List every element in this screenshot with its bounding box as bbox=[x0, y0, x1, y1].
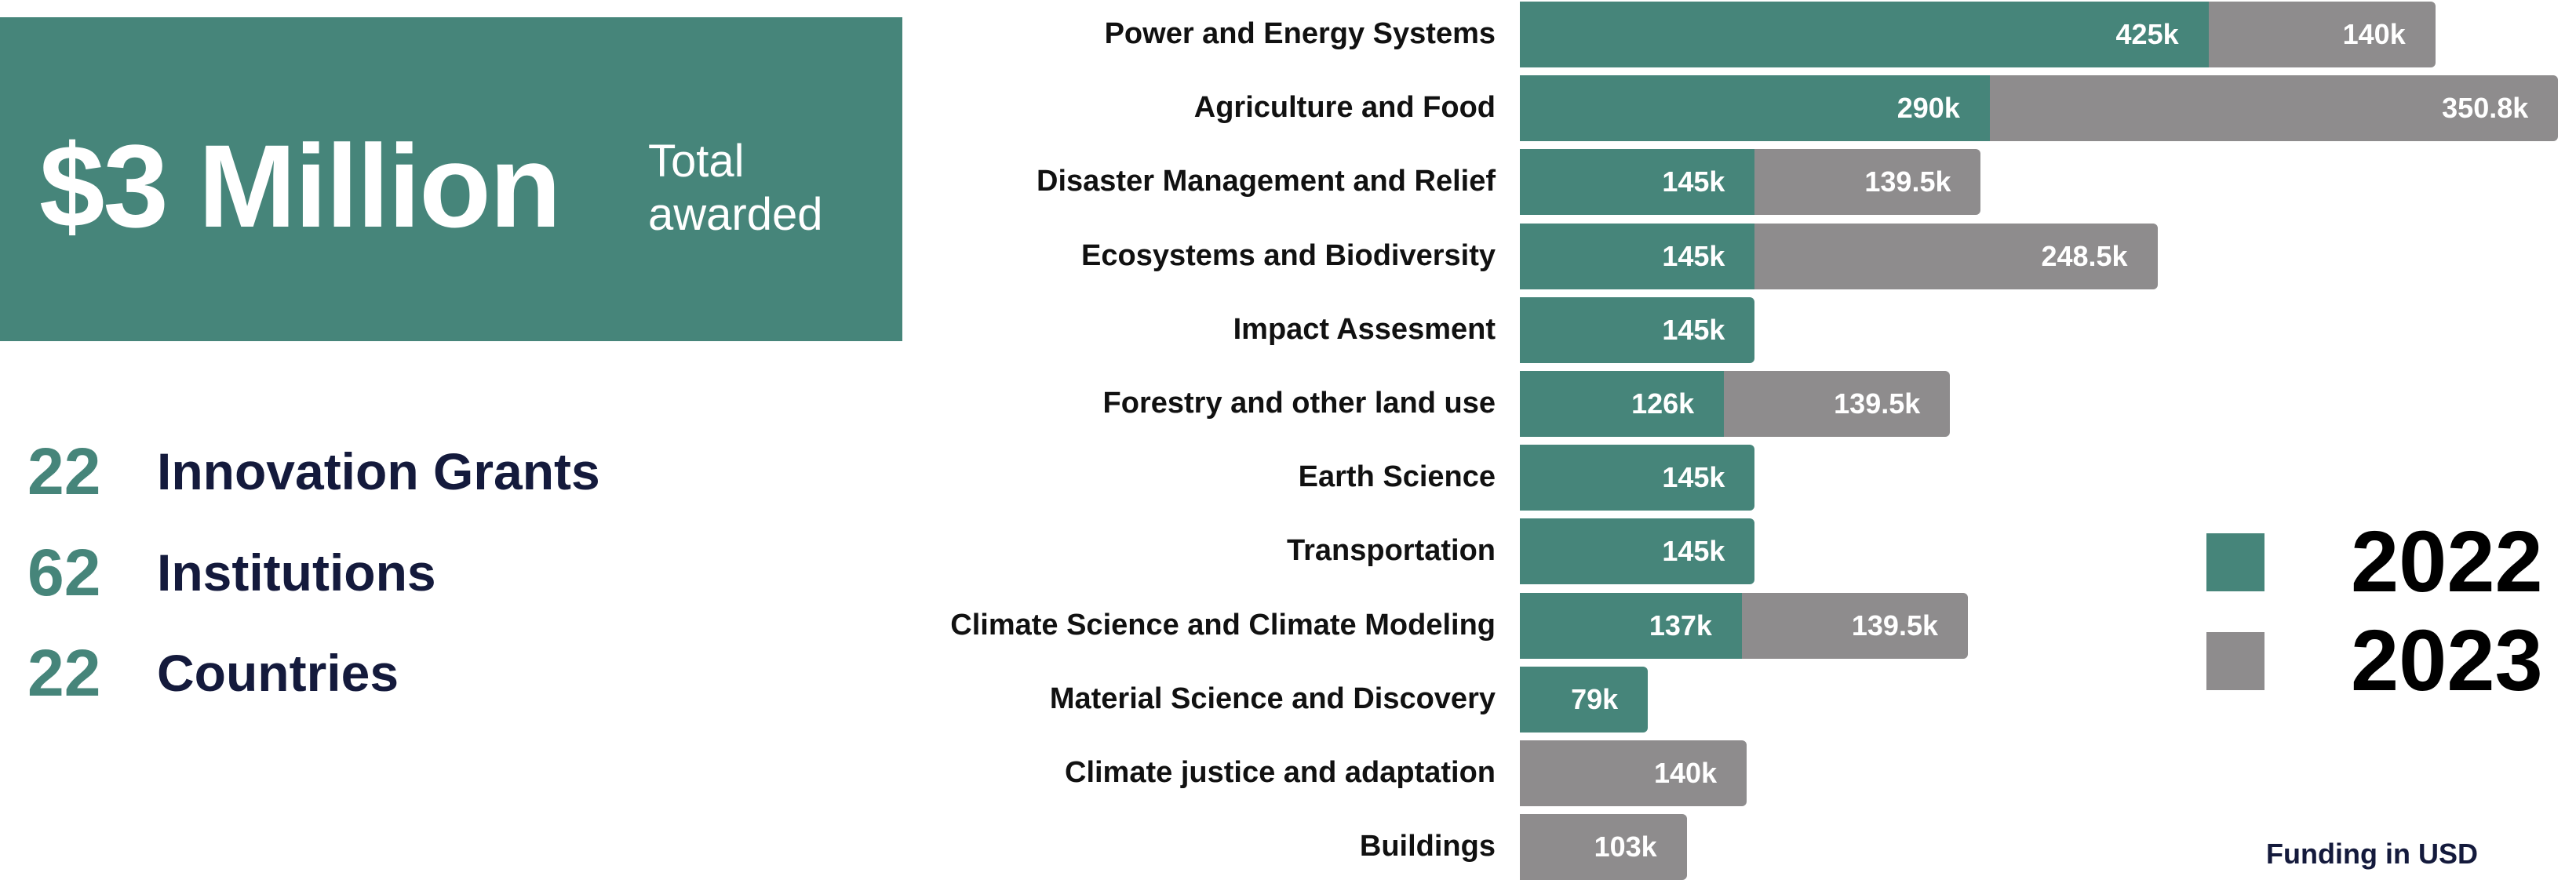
bar-2023 bbox=[1724, 371, 1951, 437]
category-label: Power and Energy Systems bbox=[1104, 17, 1496, 50]
category-label: Climate Science and Climate Modeling bbox=[950, 608, 1496, 642]
category-label: Disaster Management and Relief bbox=[1037, 165, 1496, 198]
category-label: Forestry and other land use bbox=[1102, 387, 1496, 420]
bar-2022 bbox=[1520, 75, 1990, 142]
bar-value-label: 139.5k bbox=[1864, 165, 1951, 198]
bar-2022 bbox=[1520, 518, 1755, 585]
stat-number: 22 bbox=[27, 434, 101, 508]
bar-value-label: 145k bbox=[1662, 165, 1725, 198]
bar-value-label: 79k bbox=[1571, 682, 1619, 715]
legend-label-2023: 2023 bbox=[2351, 613, 2543, 709]
bar-value-label: 137k bbox=[1649, 609, 1712, 642]
bar-value-label: 425k bbox=[2115, 18, 2179, 50]
bar-2022 bbox=[1520, 296, 1755, 363]
bar-2023 bbox=[1754, 223, 2158, 289]
category-label: Buildings bbox=[1359, 830, 1496, 863]
bar-2023 bbox=[1989, 75, 2559, 142]
bar-value-label: 103k bbox=[1594, 831, 1657, 863]
bar-value-label: 145k bbox=[1662, 313, 1725, 346]
caption-line-2: awarded bbox=[648, 189, 823, 240]
bar-2023 bbox=[1754, 149, 1981, 216]
legend-swatch-2023 bbox=[2206, 632, 2264, 690]
stat-number: 62 bbox=[27, 535, 101, 609]
stat-institutions: 62 Institutions bbox=[27, 535, 436, 609]
bar-2022 bbox=[1520, 592, 1742, 659]
bar-value-label: 248.5k bbox=[2041, 239, 2128, 272]
category-label: Earth Science bbox=[1298, 460, 1496, 494]
funding-unit-note: Funding in USD bbox=[2266, 838, 2478, 870]
total-awarded-panel: $3 Million Total awarded bbox=[0, 17, 902, 341]
bar-2023 bbox=[2208, 2, 2436, 67]
category-label: Ecosystems and Biodiversity bbox=[1081, 238, 1496, 272]
bar-2022 bbox=[1520, 149, 1755, 216]
category-label: Impact Assesment bbox=[1233, 312, 1496, 346]
stat-label: Institutions bbox=[157, 543, 436, 602]
bar-2023 bbox=[1741, 592, 1968, 659]
bar-2022 bbox=[1520, 445, 1755, 511]
bar-value-label: 140k bbox=[1654, 757, 1718, 789]
bar-2023 bbox=[1520, 814, 1687, 881]
category-label: Climate justice and adaptation bbox=[1065, 756, 1496, 789]
bar-2022 bbox=[1520, 223, 1755, 289]
bar-value-label: 290k bbox=[1896, 92, 1960, 125]
bar-2022 bbox=[1520, 666, 1649, 733]
category-label: Agriculture and Food bbox=[1193, 91, 1496, 125]
bar-value-label: 145k bbox=[1662, 461, 1725, 494]
bar-value-label: 350.8k bbox=[2442, 92, 2529, 125]
stat-label: Countries bbox=[157, 644, 399, 702]
total-caption: Total awarded bbox=[648, 135, 822, 242]
stat-grants: 22 Innovation Grants bbox=[27, 434, 600, 508]
bar-value-label: 139.5k bbox=[1851, 609, 1938, 642]
bar-value-label: 140k bbox=[2342, 18, 2406, 50]
category-label: Transportation bbox=[1286, 534, 1496, 568]
legend-swatch-2022 bbox=[2206, 533, 2264, 591]
bar-2022 bbox=[1520, 371, 1725, 437]
bar-value-label: 145k bbox=[1662, 535, 1725, 568]
legend-label-2022: 2022 bbox=[2351, 514, 2543, 610]
bar-2023 bbox=[1520, 740, 1747, 806]
bar-2022 bbox=[1520, 2, 2209, 67]
category-label: Material Science and Discovery bbox=[1049, 682, 1496, 715]
caption-line-1: Total bbox=[648, 136, 745, 187]
stat-label: Innovation Grants bbox=[157, 442, 600, 500]
bar-value-label: 145k bbox=[1662, 239, 1725, 272]
total-amount: $3 Million bbox=[39, 120, 561, 252]
bar-value-label: 126k bbox=[1631, 387, 1695, 420]
stat-number: 22 bbox=[27, 635, 101, 710]
stat-countries: 22 Countries bbox=[27, 635, 399, 710]
bar-value-label: 139.5k bbox=[1834, 387, 1921, 420]
